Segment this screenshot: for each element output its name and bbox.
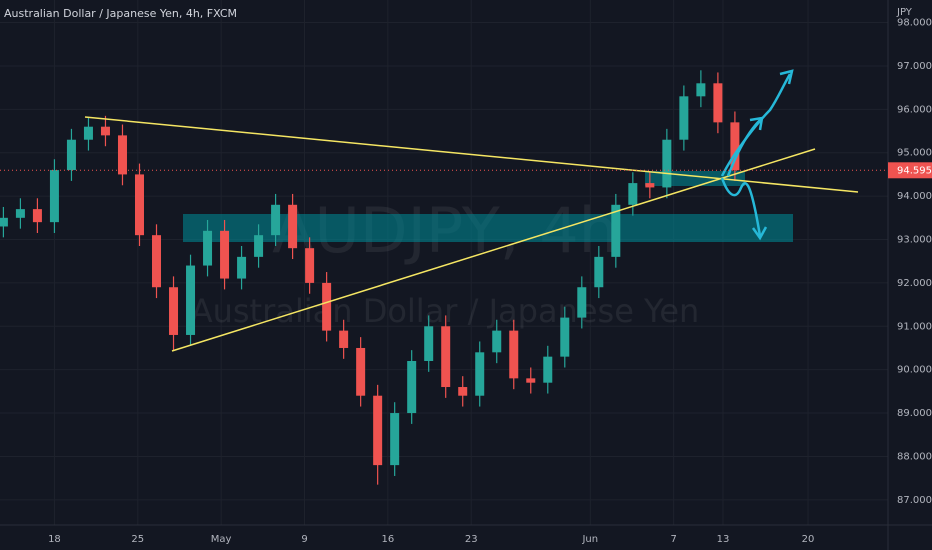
- candle-body: [117, 135, 127, 175]
- x-tick-label: 23: [465, 534, 478, 545]
- candle-body: [32, 209, 42, 223]
- candle-body: [186, 265, 196, 335]
- grid: [0, 0, 888, 525]
- candle-body: [271, 204, 281, 236]
- candle-body: [662, 139, 672, 188]
- x-tick-label: May: [211, 534, 232, 545]
- watermark-name: Australian Dollar / Japanese Yen: [191, 292, 700, 330]
- trendline: [84, 116, 859, 193]
- candle-body: [577, 287, 587, 318]
- y-tick-label: 88.000: [897, 451, 932, 462]
- x-tick-label: 20: [802, 534, 815, 545]
- candle-body: [49, 170, 59, 223]
- candle-body: [594, 256, 604, 288]
- candle-body: [458, 387, 468, 396]
- supply-zone: [183, 214, 793, 242]
- trend-drawings: [84, 69, 859, 352]
- y-tick-label: 95.000: [897, 148, 932, 159]
- y-tick-label: 90.000: [897, 365, 932, 376]
- candle-body: [407, 360, 417, 414]
- candle-body: [441, 326, 451, 388]
- y-tick-label: 97.000: [897, 61, 932, 72]
- candle-body: [339, 330, 349, 348]
- x-tick-label: 25: [131, 534, 144, 545]
- y-tick-label: 98.000: [897, 18, 932, 29]
- arrow-head: [779, 69, 794, 85]
- candles: [0, 70, 740, 485]
- candle-body: [475, 352, 485, 396]
- candle-body: [713, 83, 723, 123]
- arrow: [720, 73, 792, 177]
- candle-body: [0, 217, 8, 227]
- candle-body: [356, 347, 366, 396]
- candle-body: [560, 317, 570, 357]
- candle-body: [373, 395, 383, 466]
- candle-body: [203, 230, 213, 266]
- candle-body: [509, 330, 519, 379]
- candle-body: [390, 413, 400, 466]
- candle-body: [628, 183, 638, 205]
- candle-body: [305, 248, 315, 283]
- y-tick-label: 89.000: [897, 408, 932, 419]
- candle-body: [730, 122, 740, 171]
- x-tick-label: 16: [381, 534, 394, 545]
- candle-body: [237, 256, 247, 279]
- y-tick-label: 92.000: [897, 278, 932, 289]
- trendline: [171, 148, 816, 352]
- candle-body: [83, 126, 93, 140]
- x-tick-label: 7: [670, 534, 676, 545]
- candle-body: [645, 183, 655, 188]
- candle-body: [100, 126, 110, 136]
- last-price-tag: [888, 162, 932, 179]
- arrow: [726, 119, 761, 177]
- x-tick-label: Jun: [581, 534, 598, 545]
- candle-body: [134, 174, 144, 236]
- candle-body: [322, 282, 332, 331]
- candle-body: [220, 230, 230, 279]
- y-axis-label: JPY: [896, 7, 913, 18]
- candle-body: [611, 204, 621, 257]
- candle-body: [424, 326, 434, 361]
- candle-body: [66, 139, 76, 171]
- y-tick-label: 91.000: [897, 321, 932, 332]
- x-tick-label: 13: [717, 534, 730, 545]
- candle-body: [152, 235, 162, 288]
- candle-body: [679, 96, 689, 140]
- x-tick-label: 9: [301, 534, 307, 545]
- candle-body: [526, 378, 536, 383]
- candle-body: [169, 287, 179, 335]
- candle-body: [288, 204, 298, 249]
- chart-title: Australian Dollar / Japanese Yen, 4h, FX…: [4, 7, 237, 20]
- y-tick-label: 96.000: [897, 104, 932, 115]
- candle-body: [696, 83, 706, 97]
- drawings: [183, 171, 793, 242]
- candle-body: [543, 356, 553, 383]
- candle-body: [492, 330, 502, 353]
- arrow: [720, 177, 762, 237]
- candle-body: [15, 209, 25, 218]
- y-tick-label: 93.000: [897, 235, 932, 246]
- x-tick-label: 18: [48, 534, 61, 545]
- last-price-label: 94.595: [897, 165, 932, 176]
- candle-body: [254, 235, 264, 257]
- arrow-head: [749, 116, 764, 131]
- arrow-head: [751, 226, 768, 241]
- y-tick-label: 87.000: [897, 495, 932, 506]
- y-tick-label: 94.000: [897, 191, 932, 202]
